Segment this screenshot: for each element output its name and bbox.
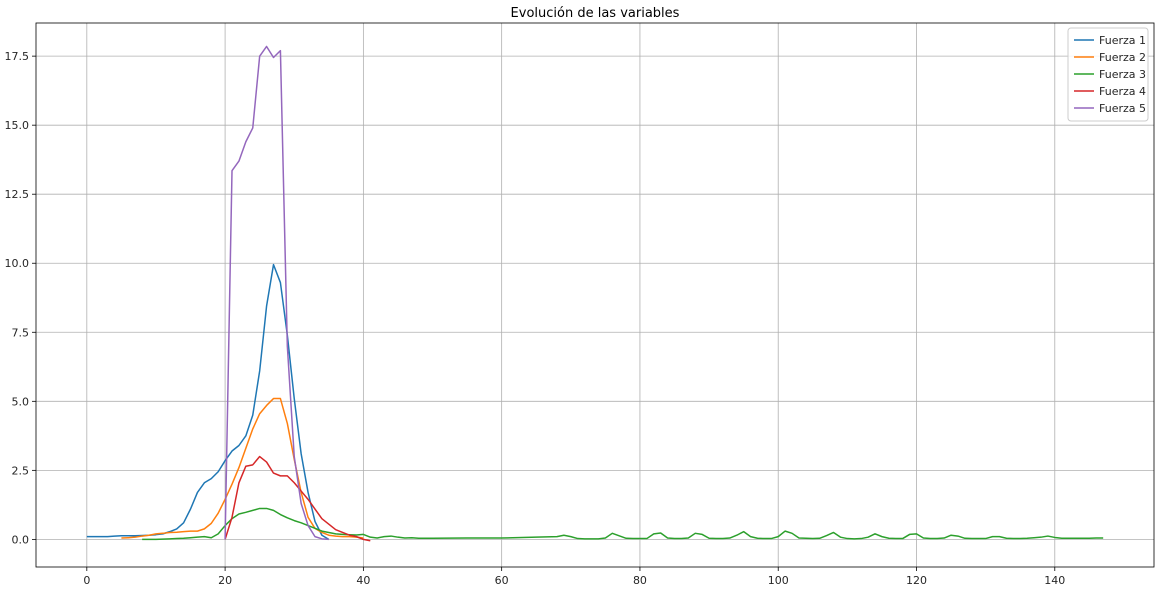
- grid-lines: [36, 23, 1154, 567]
- series-line-3: [142, 507, 1104, 541]
- legend-label: Fuerza 3: [1099, 68, 1146, 81]
- plot-frame: [35, 22, 1155, 568]
- y-tick-label: 2.5: [12, 464, 30, 477]
- legend-label: Fuerza 4: [1099, 85, 1146, 98]
- legend-box: [1067, 27, 1149, 122]
- y-tick-label: 0.0: [12, 533, 30, 546]
- legend: Fuerza 1 Fuerza 2 Fuerza 3 Fuerza 4 Fuerza 5: [1067, 27, 1149, 122]
- y-axis: 0.0 2.5 5.0 7.5 10.0 12.5 15.0 17.5: [5, 50, 36, 546]
- x-tick-label: 80: [633, 574, 647, 587]
- y-tick-label: 17.5: [5, 50, 30, 63]
- plot-background: [36, 23, 1154, 567]
- x-axis: 0 20 40 60 80 100 120 140: [83, 567, 1065, 587]
- y-tick-label: 12.5: [5, 188, 30, 201]
- series-line-1: [86, 263, 330, 541]
- series-lines: [86, 45, 1104, 542]
- y-tick-label: 15.0: [5, 119, 30, 132]
- y-tick-label: 7.5: [12, 326, 30, 339]
- x-tick-label: 120: [906, 574, 927, 587]
- chart-title: Evolución de las variables: [511, 6, 680, 21]
- series-line-5: [224, 45, 329, 541]
- x-tick-label: 140: [1044, 574, 1065, 587]
- x-tick-label: 60: [495, 574, 509, 587]
- legend-label: Fuerza 5: [1099, 102, 1146, 115]
- x-tick-label: 40: [356, 574, 370, 587]
- x-tick-label: 100: [768, 574, 789, 587]
- series-line-4: [224, 455, 371, 542]
- legend-label: Fuerza 2: [1099, 51, 1146, 64]
- y-tick-label: 5.0: [12, 395, 30, 408]
- series-line-2: [121, 397, 364, 539]
- legend-label: Fuerza 1: [1099, 34, 1146, 47]
- x-tick-label: 0: [83, 574, 90, 587]
- y-tick-label: 10.0: [5, 257, 30, 270]
- x-tick-label: 20: [218, 574, 232, 587]
